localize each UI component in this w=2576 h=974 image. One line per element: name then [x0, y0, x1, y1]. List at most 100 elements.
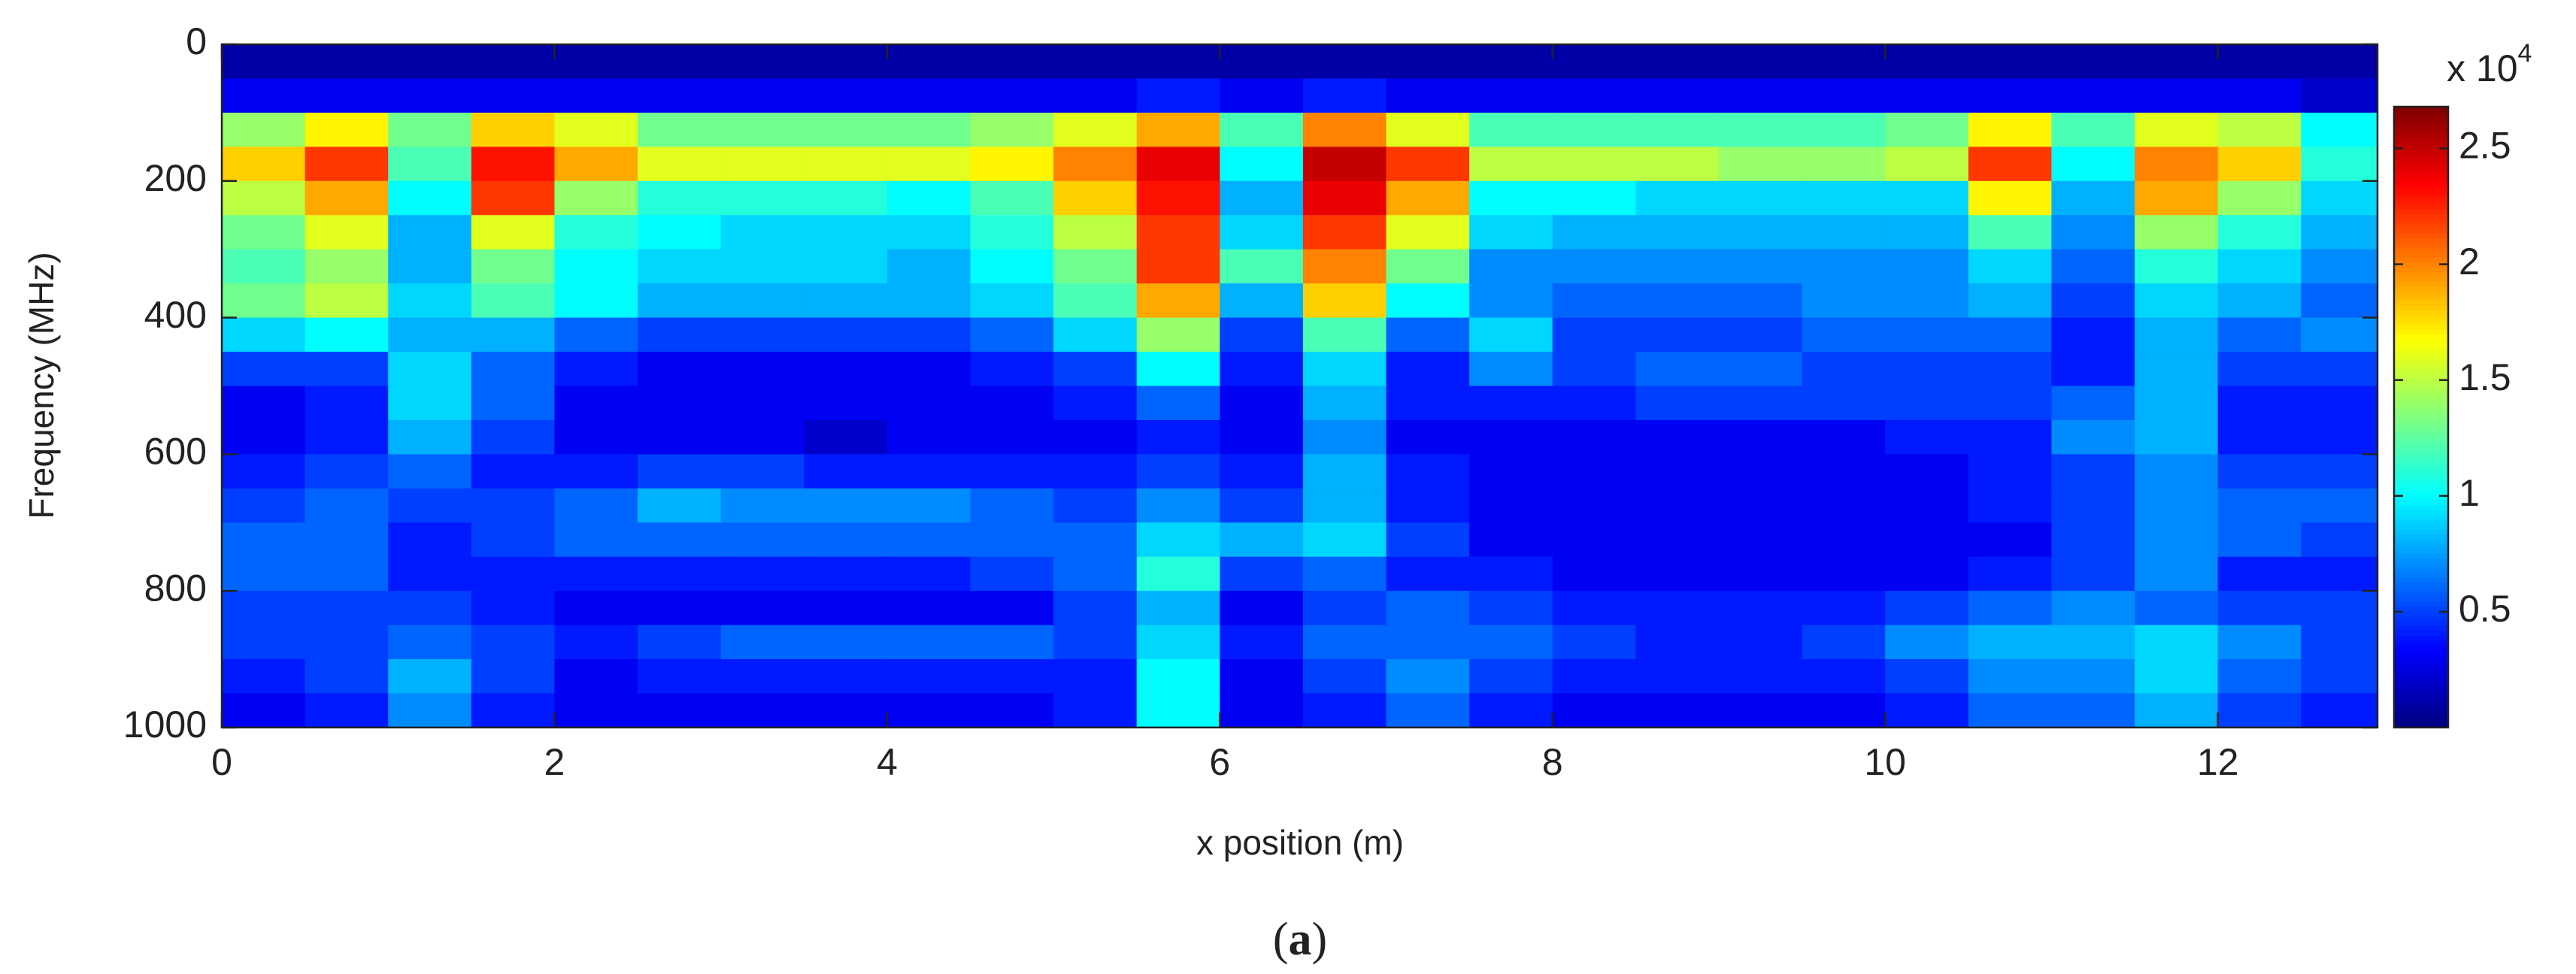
heatmap-cell	[1469, 44, 1553, 80]
heatmap-cell	[388, 249, 472, 284]
colorbar-swatch	[2394, 368, 2448, 374]
heatmap-cell	[1302, 112, 1387, 147]
axes: 0 2 4 6 8 10 12 0 200 400 600 800 1000	[123, 20, 2379, 783]
heatmap-cell	[1635, 180, 1720, 216]
heatmap-cell	[1968, 249, 2053, 284]
heatmap-cell	[1469, 112, 1553, 147]
heatmap-cell	[1136, 215, 1220, 250]
heatmap-cell	[388, 693, 472, 728]
heatmap-cell	[720, 419, 805, 455]
heatmap-cell	[970, 317, 1054, 352]
heatmap-cell	[222, 147, 306, 182]
colorbar-swatch	[2394, 606, 2448, 612]
heatmap-cell	[1302, 625, 1387, 660]
heatmap-cell	[2051, 625, 2135, 660]
colorbar-tick-label: 2.5	[2459, 125, 2511, 167]
heatmap-cell	[1386, 625, 1470, 660]
heatmap-cell	[388, 180, 472, 216]
heatmap-cell	[1635, 352, 1720, 387]
heatmap-cell	[886, 419, 971, 455]
colorbar-swatch	[2394, 237, 2448, 244]
heatmap-cell	[1802, 454, 1886, 489]
heatmap-cell	[222, 317, 306, 352]
colorbar-swatch	[2394, 165, 2448, 171]
heatmap-cell	[554, 556, 638, 591]
heatmap-cell	[1220, 556, 1304, 591]
colorbar-swatch	[2394, 495, 2448, 501]
heatmap-cell	[720, 488, 805, 523]
heatmap-cell	[1802, 180, 1886, 216]
heatmap-cell	[2301, 454, 2378, 489]
heatmap-cell	[1136, 180, 1220, 216]
colorbar-swatch	[2394, 228, 2448, 234]
heatmap-cell	[1885, 78, 1969, 113]
heatmap-cell	[638, 419, 722, 455]
heatmap-cell	[720, 147, 805, 182]
heatmap-cell	[1802, 693, 1886, 728]
heatmap-cell	[305, 693, 389, 728]
caption: (a)	[1273, 914, 1327, 965]
colorbar-swatch	[2394, 169, 2448, 175]
heatmap-cell	[222, 386, 306, 421]
heatmap-cell	[2135, 352, 2219, 387]
heatmap-cell	[1552, 659, 1636, 694]
heatmap-cell	[1220, 147, 1304, 182]
heatmap-cell	[1386, 283, 1470, 319]
heatmap-cell	[222, 283, 306, 319]
heatmap-cell	[720, 454, 805, 489]
heatmap-cell	[720, 556, 805, 591]
colorbar-swatch	[2394, 281, 2448, 287]
heatmap-cell	[2135, 180, 2219, 216]
colorbar-swatch	[2394, 708, 2448, 714]
heatmap-cell	[305, 659, 389, 694]
colorbar-swatch	[2394, 213, 2448, 219]
heatmap-cell	[1552, 215, 1636, 250]
heatmap-cell	[720, 659, 805, 694]
heatmap-cell	[970, 44, 1054, 80]
heatmap-cell	[2135, 488, 2219, 523]
heatmap-cell	[471, 522, 556, 558]
colorbar-swatch	[2394, 683, 2448, 689]
y-tick-label: 1000	[123, 703, 207, 746]
colorbar-swatch	[2394, 378, 2448, 384]
colorbar-swatch	[2394, 674, 2448, 680]
heatmap-cell	[1053, 419, 1138, 455]
heatmap-cell	[1968, 625, 2053, 660]
heatmap-cell	[804, 488, 888, 523]
colorbar-swatch	[2394, 155, 2448, 161]
colorbar-swatch	[2394, 422, 2448, 428]
colorbar-swatch	[2394, 426, 2448, 432]
colorbar-swatch	[2394, 625, 2448, 631]
colorbar-swatch	[2394, 552, 2448, 558]
colorbar: 0.5 1 1.5 2 2.5	[2393, 105, 2511, 729]
heatmap-cell	[804, 419, 888, 455]
heatmap-cell	[1802, 352, 1886, 387]
heatmap-cell	[2217, 522, 2302, 558]
heatmap-cell	[1718, 317, 1803, 352]
heatmap-cell	[804, 215, 888, 250]
colorbar-swatch	[2394, 470, 2448, 476]
heatmap-cell	[2051, 215, 2135, 250]
heatmap-cell	[886, 556, 971, 591]
colorbar-swatch	[2394, 519, 2448, 525]
heatmap-cell	[638, 386, 722, 421]
heatmap-cell	[1885, 147, 1969, 182]
heatmap-cell	[305, 44, 389, 80]
heatmap-cell	[804, 78, 888, 113]
heatmap-cell	[1552, 112, 1636, 147]
heatmap-cell	[1885, 215, 1969, 250]
caption-close: )	[1312, 914, 1328, 965]
heatmap-cell	[1302, 352, 1387, 387]
heatmap-cell	[1220, 180, 1304, 216]
colorbar-swatch	[2394, 669, 2448, 675]
heatmap-cell	[2051, 352, 2135, 387]
heatmap-cell	[388, 78, 472, 113]
y-tick-label: 800	[144, 567, 207, 609]
heatmap-cell	[1386, 419, 1470, 455]
heatmap-cell	[2135, 454, 2219, 489]
colorbar-swatch	[2394, 479, 2448, 485]
heatmap-cell	[804, 591, 888, 626]
heatmap-cell	[886, 625, 971, 660]
colorbar-swatch	[2394, 402, 2448, 408]
heatmap-cell	[1885, 44, 1969, 80]
